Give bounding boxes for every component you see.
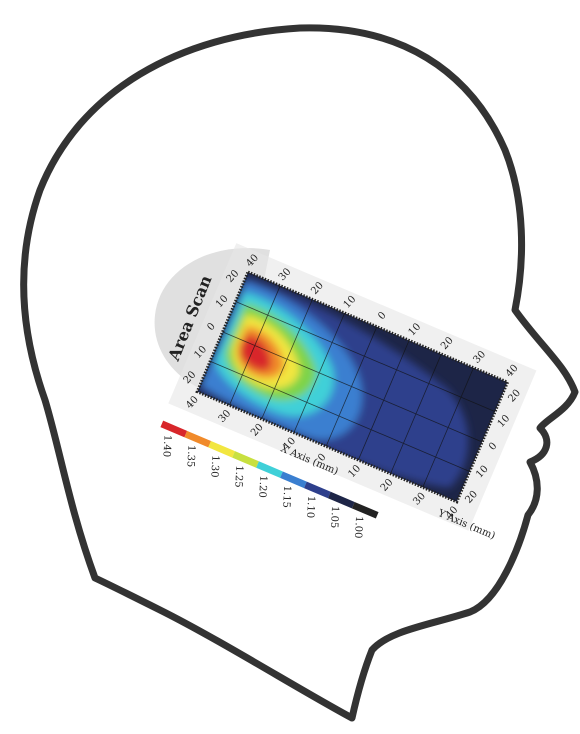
heatmap-panel: X Axis (mm) Y Axis (mm) 4030201001020304… [160,243,537,542]
colorbar-label: 1.20 [256,475,268,498]
colorbar-label: 1.30 [208,455,220,478]
colorbar-label: 1.35 [184,445,196,468]
colorbar-label: 1.15 [280,485,292,508]
colorbar-label: 1.00 [352,516,364,539]
head-outline [20,24,579,722]
colorbar-label: 1.10 [304,496,316,519]
colorbar-label: 1.05 [328,506,340,529]
colorbar-label: 1.25 [232,465,244,488]
colorbar-label: 1.40 [160,435,172,458]
heatmap [197,272,508,502]
colorbar [160,420,379,519]
